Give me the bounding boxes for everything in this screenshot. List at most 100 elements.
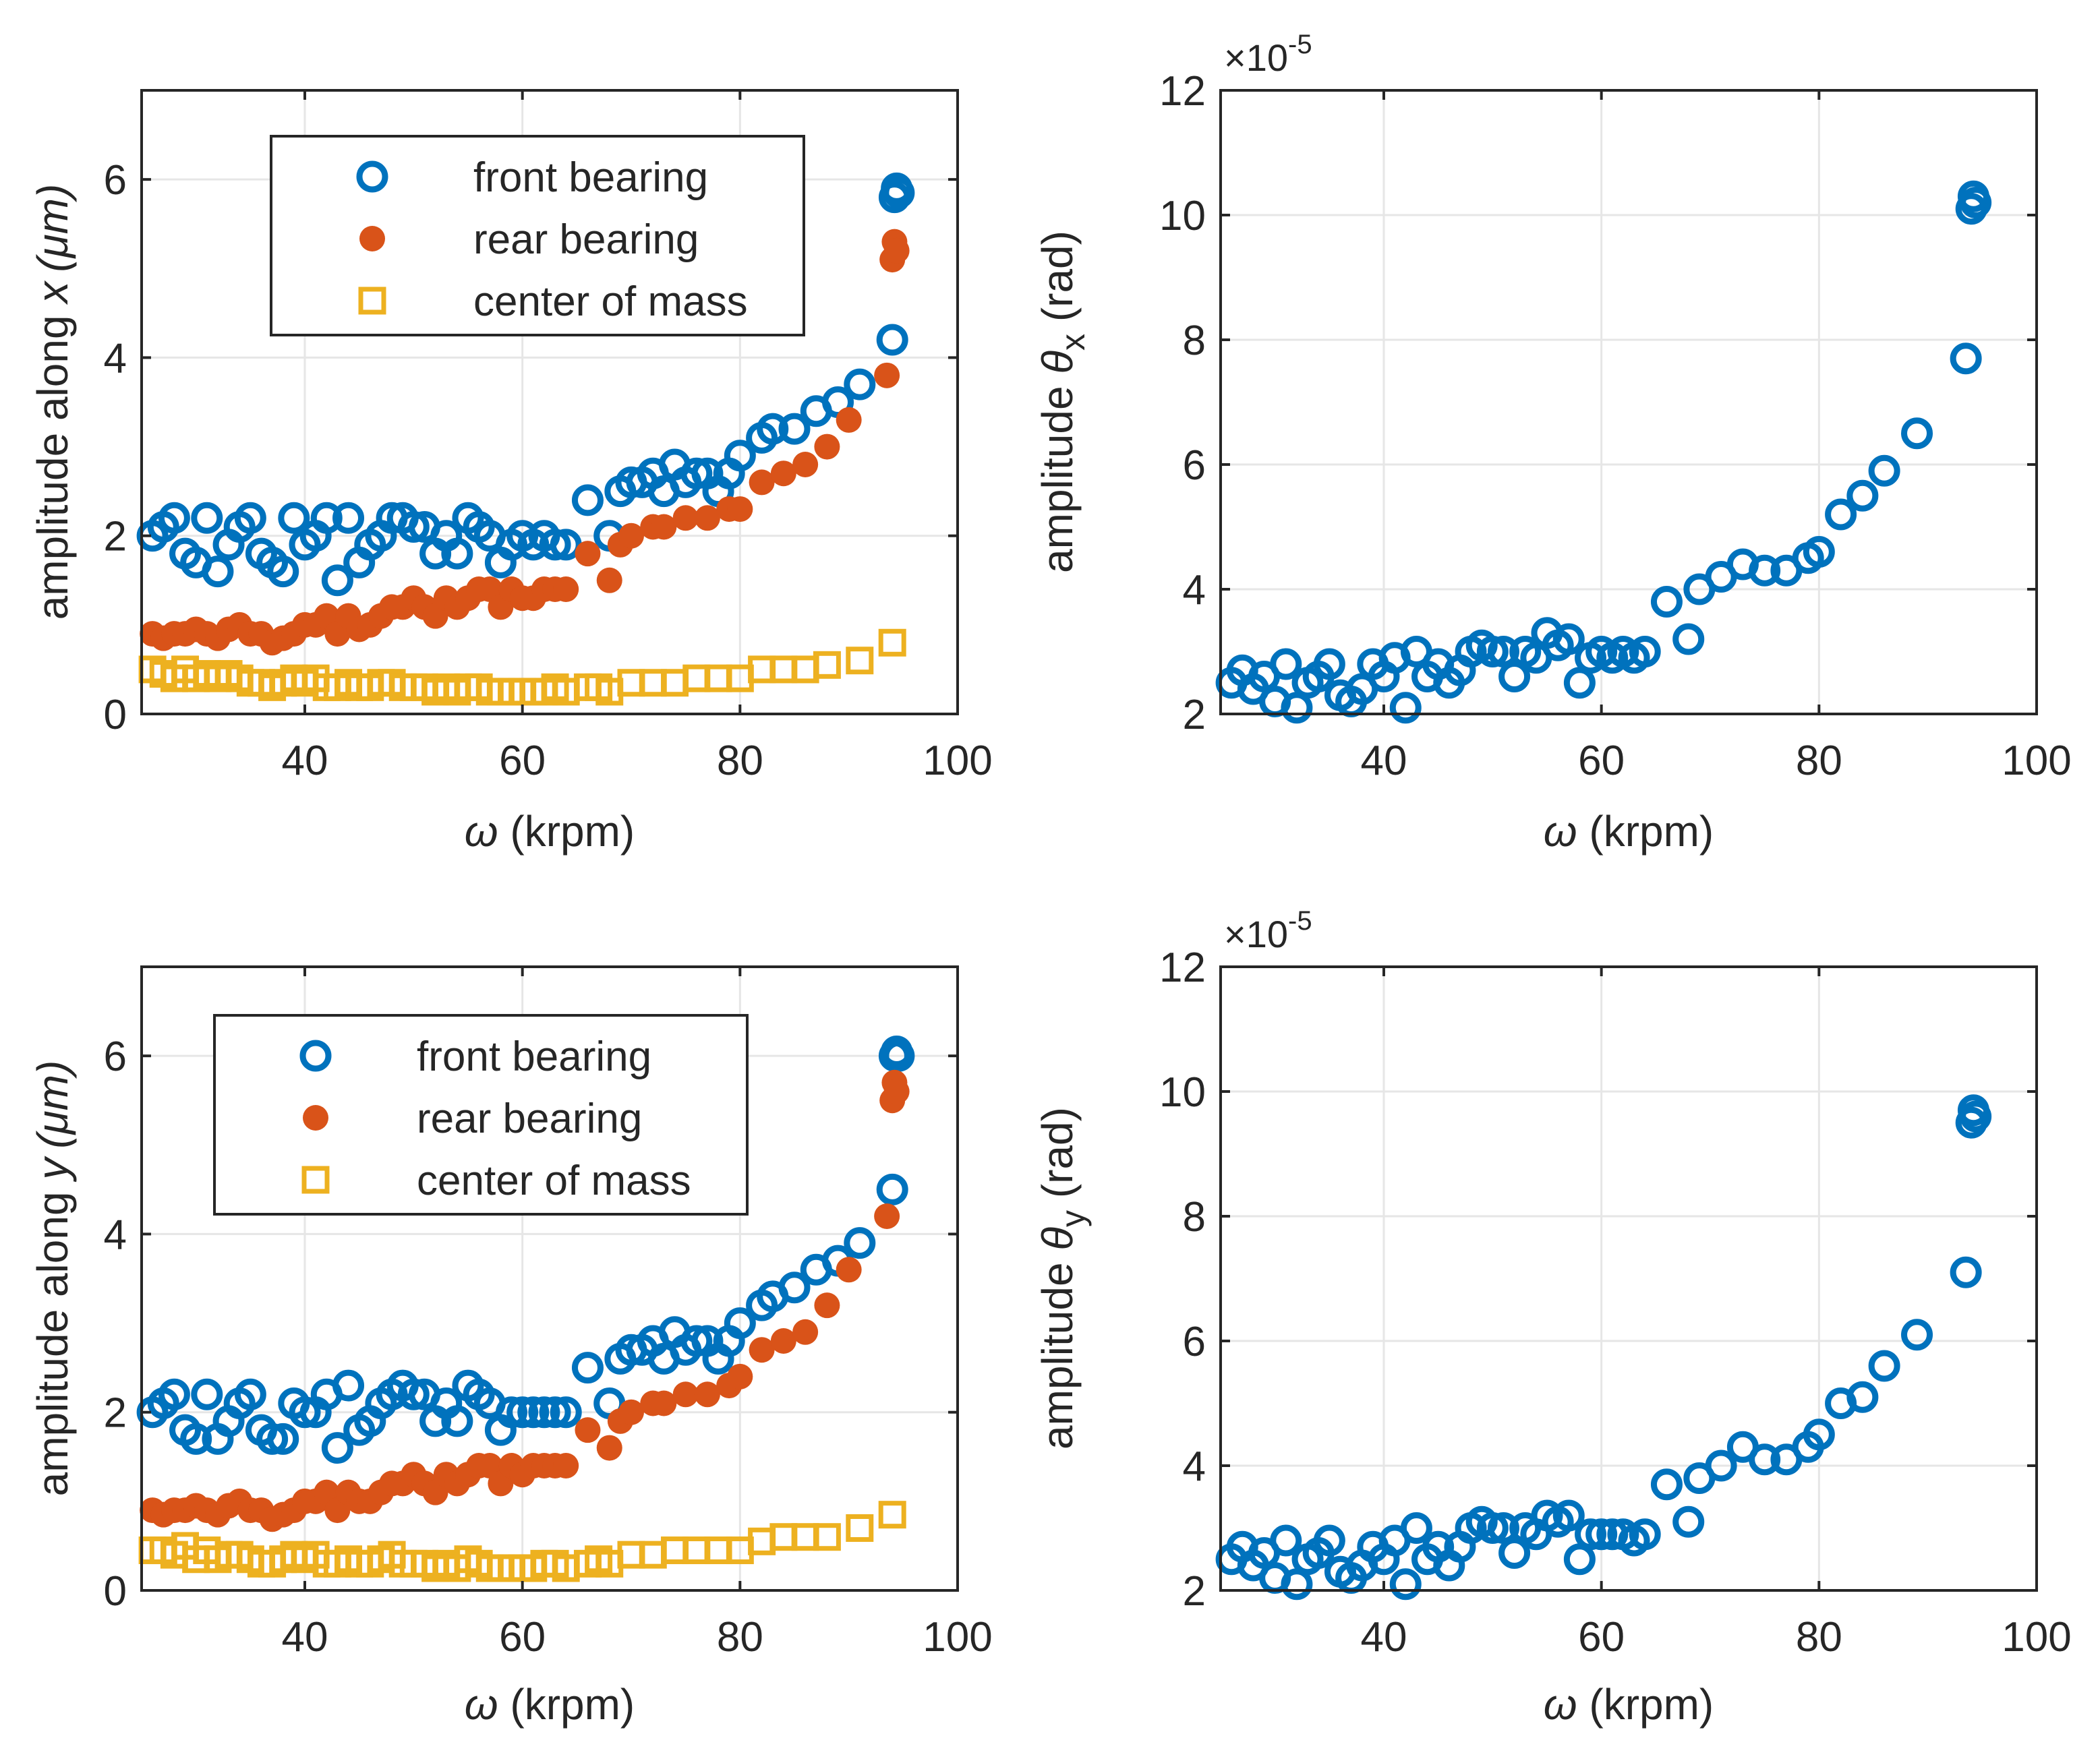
data-point	[749, 1337, 775, 1363]
data-point	[778, 413, 811, 445]
data-point	[727, 496, 753, 522]
data-point	[1498, 1537, 1531, 1569]
data-point	[1950, 342, 1982, 375]
data-point	[506, 1396, 539, 1429]
x-tick-label: 60	[499, 738, 546, 784]
data-point	[441, 537, 473, 570]
legend-label: rear bearing	[473, 216, 699, 263]
data-point	[180, 1423, 212, 1455]
x-tick-label: 80	[717, 738, 763, 784]
data-point	[883, 1079, 910, 1104]
series-rear-bearing	[140, 229, 910, 656]
legend: front bearing rear bearing center of mass	[213, 1014, 749, 1216]
data-point	[496, 1396, 528, 1429]
y-tick-label: 4	[1183, 567, 1206, 614]
y-tick-label: 2	[1183, 692, 1206, 738]
data-point	[1487, 636, 1519, 667]
data-point	[1749, 554, 1781, 587]
data-point	[1487, 1512, 1519, 1544]
y-tick-label: 12	[1159, 945, 1206, 991]
data-point	[553, 1453, 579, 1478]
data-point	[234, 502, 266, 534]
data-point	[571, 1352, 604, 1384]
data-point	[1846, 479, 1879, 512]
data-point	[1672, 623, 1705, 655]
data-point	[321, 1432, 353, 1464]
data-point	[672, 505, 699, 531]
data-point	[618, 522, 644, 549]
legend-label: front bearing	[473, 154, 708, 201]
data-point	[1313, 648, 1345, 680]
y-tick-label: 10	[1159, 1069, 1206, 1116]
series-rear-bearing	[140, 1069, 910, 1532]
y-tick-label: 6	[104, 157, 127, 204]
x-axis-label: ω (krpm)	[465, 1680, 635, 1729]
legend: front bearing rear bearing center of mass	[270, 135, 805, 336]
data-point	[1960, 187, 1992, 218]
series-front-bearing	[136, 1036, 915, 1464]
axis-multiplier: ×10-5	[1224, 30, 1312, 79]
data-point	[694, 1381, 720, 1408]
data-point	[792, 1319, 819, 1345]
data-point	[1552, 1499, 1585, 1532]
data-point	[553, 576, 579, 602]
data-point	[770, 1328, 796, 1354]
data-point	[1281, 1568, 1313, 1601]
x-tick-label: 40	[282, 1614, 328, 1661]
y-tick-label: 2	[104, 1390, 127, 1437]
data-point	[651, 514, 677, 540]
data-point	[778, 1272, 811, 1304]
y-axis-label: amplitude θy (rad)	[1033, 1107, 1092, 1450]
data-point	[1552, 623, 1585, 655]
data-point	[1803, 1418, 1835, 1451]
data-point	[1629, 636, 1661, 667]
data-point	[1868, 1350, 1900, 1382]
data-point	[876, 324, 908, 356]
x-axis-label: ω (krpm)	[465, 807, 635, 856]
data-point	[267, 1423, 299, 1455]
data-point	[550, 1396, 582, 1429]
data-point	[397, 511, 430, 543]
data-point	[813, 1523, 841, 1551]
data-point	[397, 1378, 430, 1410]
data-point	[1629, 1518, 1661, 1551]
y-tick-label: 8	[1183, 318, 1206, 364]
data-point	[874, 362, 900, 388]
data-point	[727, 1363, 753, 1390]
data-point	[1476, 1512, 1509, 1544]
data-point	[814, 434, 840, 460]
data-point	[517, 1396, 550, 1429]
theta-x-amplitude-plot: 40 60 80 100 2 4 6 8 10 12 ω (krpm) amplitude θx (r…	[1033, 30, 2072, 856]
data-point	[1749, 1443, 1781, 1476]
data-point	[571, 484, 604, 516]
x-tick-label: 40	[1361, 1614, 1407, 1661]
data-point	[878, 628, 906, 657]
data-point	[1400, 1512, 1432, 1544]
data-point	[1672, 1505, 1705, 1538]
data-point	[191, 502, 223, 534]
data-point	[1270, 648, 1302, 680]
y-tick-label: 4	[104, 335, 127, 382]
data-point	[1563, 667, 1596, 699]
axes-frame	[140, 89, 959, 715]
data-point	[158, 502, 190, 534]
series-center-of-mass	[138, 628, 906, 706]
x-tick-label: 80	[1796, 1614, 1842, 1661]
data-point	[1950, 1256, 1982, 1288]
data-point	[1846, 1381, 1879, 1413]
legend-marker	[359, 226, 385, 251]
data-point	[332, 502, 365, 534]
x-amplitude-plot: 40 60 80 100 0 2 4 6 ω (krpm) amplitude along x(μ…	[28, 89, 993, 856]
data-point	[1313, 1524, 1345, 1557]
axes-frame	[1219, 89, 2038, 715]
y-tick-label: 0	[104, 1568, 127, 1615]
data-point	[321, 564, 353, 597]
y-tick-label: 6	[104, 1034, 127, 1080]
data-point	[191, 1378, 223, 1410]
data-point	[158, 1378, 190, 1410]
legend-label: front bearing	[417, 1034, 651, 1080]
y-tick-label: 2	[1183, 1568, 1206, 1615]
legend-label: center of mass	[417, 1158, 691, 1204]
data-point	[596, 567, 622, 593]
x-tick-label: 60	[1578, 738, 1625, 784]
